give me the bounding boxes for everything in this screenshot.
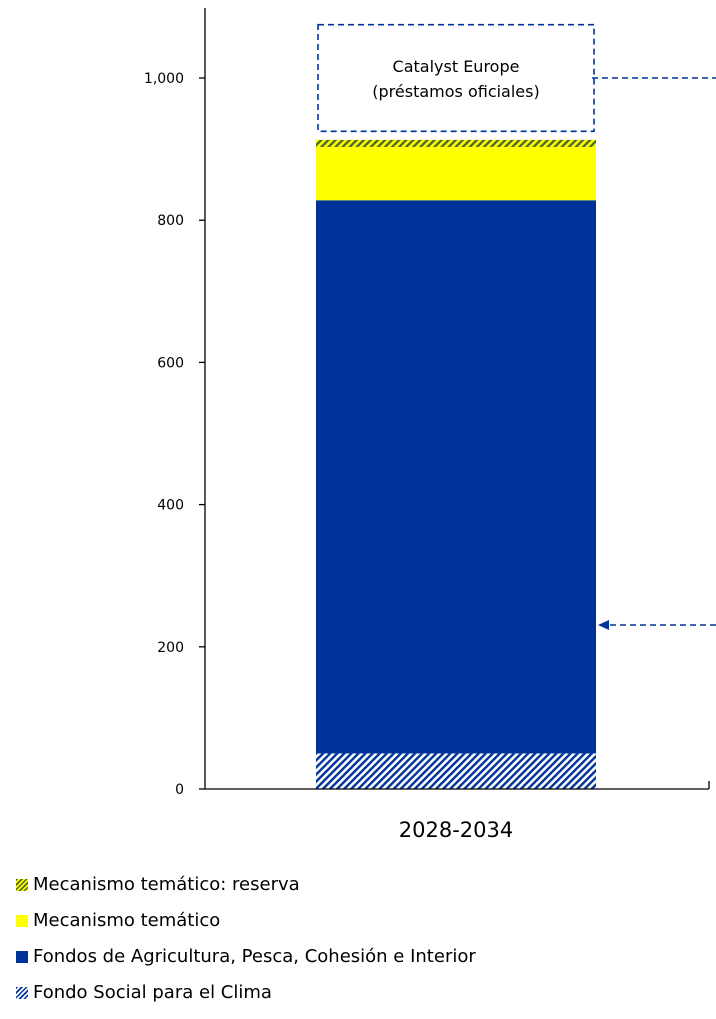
y-tick-label-0: 0 bbox=[175, 782, 184, 798]
x-category-label-0: 2028-2034 bbox=[399, 818, 513, 842]
y-tick-label-4: 800 bbox=[157, 213, 184, 229]
catalyst-europe-box bbox=[317, 23, 595, 133]
bar-segment-1 bbox=[316, 200, 596, 754]
y-tick-label-3: 600 bbox=[157, 355, 184, 371]
bar-segment-3 bbox=[316, 139, 596, 147]
legend-item: Mecanismo temático: reserva bbox=[16, 867, 706, 903]
legend-item: Fondos de Agricultura, Pesca, Cohesión e… bbox=[16, 939, 706, 975]
catalyst-europe-label: Catalyst Europe bbox=[393, 57, 520, 76]
legend-label: Fondos de Agricultura, Pesca, Cohesión e… bbox=[33, 946, 476, 967]
annotation-arrow-head bbox=[598, 620, 609, 630]
legend-item: Fondo Social para el Clima bbox=[16, 975, 706, 1011]
bar-segment-0 bbox=[316, 753, 596, 789]
catalyst-europe-sublabel: (préstamos oficiales) bbox=[372, 82, 539, 101]
stacked-bar-chart: 0 200 400 600 800 1,000 2028-2034 Catalyst Eur… bbox=[144, 8, 716, 842]
legend-swatch bbox=[16, 987, 28, 999]
legend: Mecanismo temático: reserva Mecanismo tem… bbox=[16, 867, 706, 1011]
bar-segment-2 bbox=[316, 146, 596, 201]
legend-label: Fondo Social para el Clima bbox=[33, 982, 272, 1003]
y-tick-label-5: 1,000 bbox=[144, 71, 184, 87]
legend-label: Mecanismo temático: reserva bbox=[33, 874, 300, 895]
legend-swatch bbox=[16, 915, 28, 927]
legend-swatch bbox=[16, 951, 28, 963]
legend-label: Mecanismo temático bbox=[33, 910, 221, 931]
y-tick-label-1: 200 bbox=[157, 640, 184, 656]
y-tick-label-2: 400 bbox=[157, 498, 184, 514]
legend-swatch bbox=[16, 879, 28, 891]
legend-item: Mecanismo temático bbox=[16, 903, 706, 939]
